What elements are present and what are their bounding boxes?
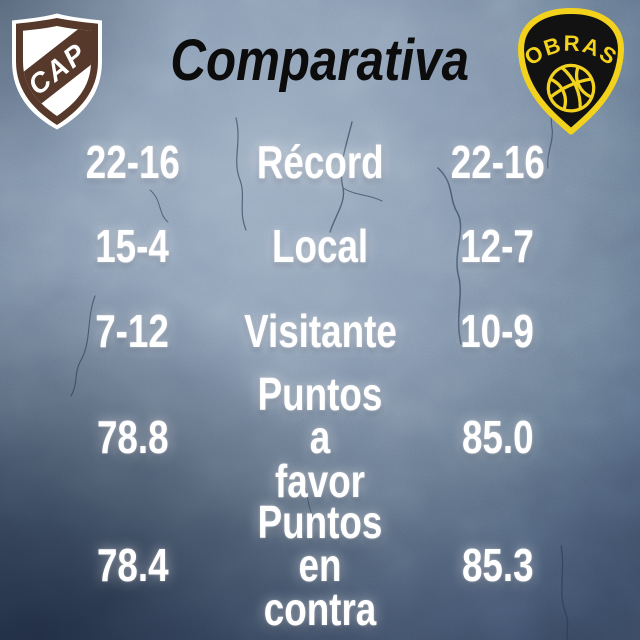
puntos-contra-label: Puntos en contra bbox=[257, 496, 383, 635]
cap-visitante-value: 7-12 bbox=[95, 305, 170, 358]
cap-team-logo: CAP bbox=[7, 11, 107, 132]
obras-team-logo: OBRAS bbox=[514, 5, 628, 137]
visitante-label: Visitante bbox=[243, 305, 397, 358]
obras-pick-icon: OBRAS bbox=[518, 7, 624, 135]
obras-puntos-contra-value: 85.3 bbox=[461, 539, 534, 592]
obras-visitante-value: 10-9 bbox=[460, 305, 535, 358]
cap-local-value: 15-4 bbox=[95, 220, 170, 273]
record-label: Récord bbox=[256, 136, 384, 189]
puntos-favor-label: Puntos a favor bbox=[257, 368, 383, 507]
obras-record-value: 22-16 bbox=[450, 136, 545, 189]
page-title: Comparativa bbox=[0, 22, 640, 100]
stat-row-puntos-favor: 78.8 Puntos a favor 85.0 bbox=[0, 368, 640, 507]
obras-basketball-icon bbox=[546, 63, 596, 113]
page-title-text: Comparativa bbox=[170, 28, 470, 93]
obras-puntos-favor-value: 85.0 bbox=[461, 411, 534, 464]
cap-shield-icon: CAP bbox=[12, 13, 102, 130]
stat-row-local: 15-4 Local 12-7 bbox=[0, 218, 640, 276]
cap-puntos-favor-value: 78.8 bbox=[96, 411, 169, 464]
local-label: Local bbox=[271, 220, 369, 273]
stat-row-puntos-contra: 78.4 Puntos en contra 85.3 bbox=[0, 496, 640, 635]
stat-row-visitante: 7-12 Visitante 10-9 bbox=[0, 303, 640, 361]
cap-puntos-contra-value: 78.4 bbox=[96, 539, 169, 592]
cap-record-value: 22-16 bbox=[85, 136, 180, 189]
obras-local-value: 12-7 bbox=[460, 220, 535, 273]
stat-row-record: 22-16 Récord 22-16 bbox=[0, 134, 640, 192]
